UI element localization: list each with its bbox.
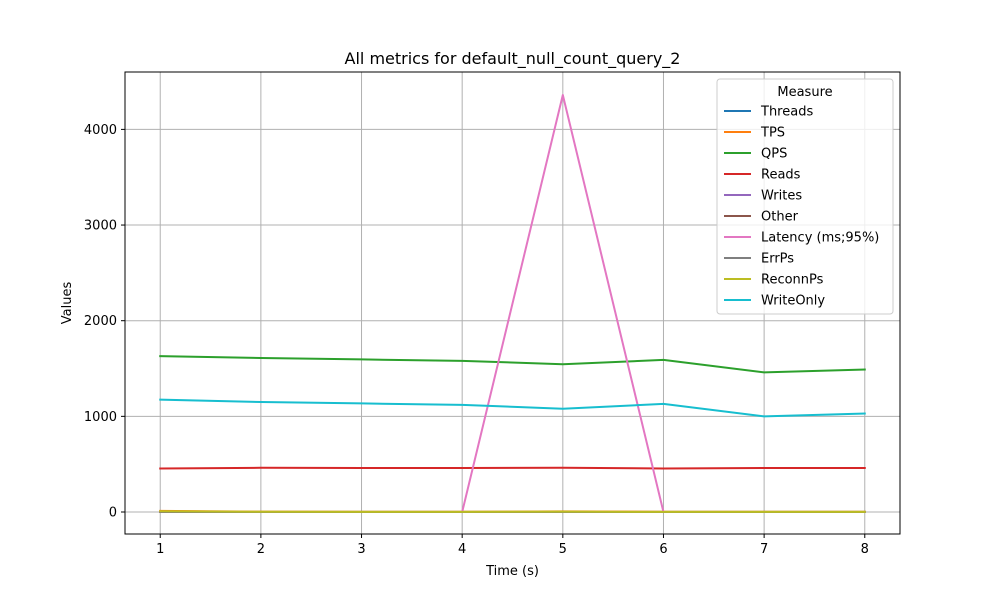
x-tick-label: 1 xyxy=(156,542,164,557)
x-axis-label: Time (s) xyxy=(485,564,539,579)
series-lines xyxy=(159,93,866,513)
legend-label-writeonly: WriteOnly xyxy=(761,294,825,309)
x-tick-label: 4 xyxy=(458,542,466,557)
series-line-reads xyxy=(159,466,866,470)
legend-title: Measure xyxy=(777,85,832,100)
x-tick-label: 5 xyxy=(559,542,567,557)
legend-label-tps: TPS xyxy=(760,126,785,141)
legend-label-writes: Writes xyxy=(761,189,802,204)
series-line-reconnps xyxy=(159,510,866,513)
y-tick-label: 2000 xyxy=(84,314,117,329)
series-line-writeonly xyxy=(159,398,866,418)
y-axis-label: Values xyxy=(60,282,75,325)
x-tick-label: 3 xyxy=(357,542,365,557)
legend-label-latency-ms-95: Latency (ms;95%) xyxy=(761,231,879,246)
legend: Measure Threads TPS QPS Reads Writes Other Lat… xyxy=(716,78,894,315)
y-tick-label: 1000 xyxy=(84,410,117,425)
legend-label-other: Other xyxy=(761,210,799,225)
legend-label-threads: Threads xyxy=(760,105,813,120)
plot-frame xyxy=(124,71,901,535)
series-line-qps xyxy=(159,355,866,374)
legend-label-qps: QPS xyxy=(761,147,787,162)
legend-box xyxy=(716,78,894,315)
axis-ticks: 1 2 3 4 5 6 7 8 0 1000 2000 3000 4000 xyxy=(84,123,869,557)
legend-label-errps: ErrPs xyxy=(761,252,794,267)
x-tick-label: 8 xyxy=(861,542,869,557)
x-tick-label: 7 xyxy=(760,542,768,557)
y-tick-label: 4000 xyxy=(84,123,117,138)
x-tick-label: 2 xyxy=(257,542,265,557)
legend-items: Threads TPS QPS Reads Writes Other Latency (ms… xyxy=(724,105,879,309)
chart-title: All metrics for default_null_count_query… xyxy=(345,49,681,69)
legend-label-reads: Reads xyxy=(761,168,801,183)
legend-label-reconnps: ReconnPs xyxy=(761,273,824,288)
y-tick-label: 0 xyxy=(109,506,117,521)
x-tick-label: 6 xyxy=(659,542,667,557)
y-tick-label: 3000 xyxy=(84,219,117,234)
